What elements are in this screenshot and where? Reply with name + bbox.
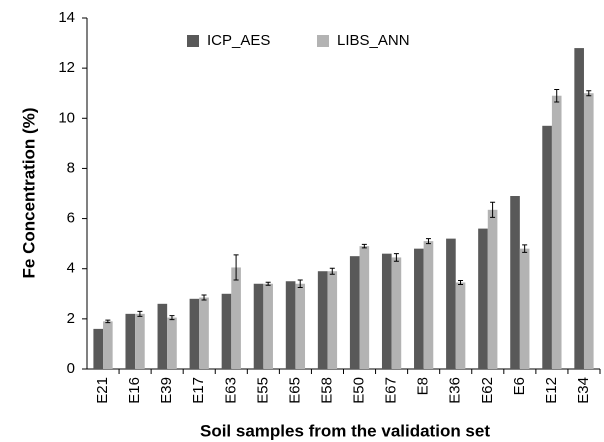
x-tick-label: E58 bbox=[318, 377, 335, 404]
x-tick-label: E21 bbox=[94, 377, 111, 404]
x-tick-label: E17 bbox=[190, 377, 207, 404]
legend-label: LIBS_ANN bbox=[337, 32, 410, 49]
error-bar bbox=[233, 254, 239, 281]
error-bar bbox=[137, 310, 143, 317]
y-tick-label: 10 bbox=[58, 109, 75, 126]
y-tick-label: 12 bbox=[58, 59, 75, 76]
bar bbox=[455, 282, 466, 369]
x-tick-label: E6 bbox=[511, 377, 528, 395]
y-tick-label: 14 bbox=[58, 9, 75, 26]
x-tick-label: E34 bbox=[575, 377, 592, 404]
bar bbox=[391, 257, 402, 369]
error-bar bbox=[169, 315, 175, 321]
bar bbox=[423, 241, 434, 369]
error-bar bbox=[361, 243, 367, 249]
error-bar bbox=[265, 281, 271, 286]
bar bbox=[103, 321, 113, 369]
y-tick-label: 4 bbox=[67, 260, 75, 277]
x-tick-label: E16 bbox=[126, 377, 143, 404]
x-tick-label: E39 bbox=[158, 377, 175, 404]
error-bar bbox=[329, 267, 335, 275]
y-axis-title: Fe Concentration (%) bbox=[19, 108, 38, 279]
error-bar bbox=[201, 294, 207, 301]
bar bbox=[519, 248, 530, 369]
bar bbox=[446, 238, 456, 369]
x-tick-label: E65 bbox=[286, 377, 303, 404]
x-tick-label: E62 bbox=[479, 377, 496, 404]
bar bbox=[253, 283, 264, 369]
bar bbox=[327, 271, 338, 369]
bar bbox=[263, 283, 273, 369]
bar bbox=[359, 246, 370, 369]
error-bar bbox=[425, 238, 431, 245]
bar bbox=[199, 297, 209, 369]
bar bbox=[93, 328, 104, 369]
bar bbox=[349, 256, 360, 369]
y-tick-label: 6 bbox=[67, 210, 75, 227]
bar bbox=[381, 253, 392, 369]
legend-swatch bbox=[187, 35, 199, 47]
error-bar bbox=[105, 319, 111, 324]
bar bbox=[542, 125, 552, 369]
bar bbox=[510, 196, 520, 369]
x-tick-label: E8 bbox=[415, 377, 432, 395]
error-bar bbox=[554, 88, 560, 103]
legend-swatch bbox=[317, 35, 329, 47]
error-bar bbox=[490, 201, 496, 218]
bar bbox=[295, 283, 306, 369]
x-tick-label: E67 bbox=[383, 377, 400, 404]
y-tick-label: 0 bbox=[67, 360, 75, 377]
error-bar bbox=[458, 279, 464, 286]
error-bar bbox=[586, 90, 592, 97]
y-tick-label: 8 bbox=[67, 159, 75, 176]
x-tick-label: E55 bbox=[254, 377, 271, 404]
x-axis-title: Soil samples from the validation set bbox=[200, 421, 490, 440]
y-tick-label: 2 bbox=[67, 310, 75, 327]
x-tick-label: E50 bbox=[351, 377, 368, 404]
bar bbox=[583, 93, 594, 369]
x-tick-label: E63 bbox=[222, 377, 239, 404]
bar bbox=[157, 303, 168, 369]
legend-label: ICP_AES bbox=[207, 32, 270, 49]
bar bbox=[231, 267, 241, 369]
bar bbox=[285, 281, 296, 369]
x-tick-label: E36 bbox=[447, 377, 464, 404]
bar bbox=[167, 317, 177, 369]
bar bbox=[125, 313, 136, 369]
error-bar bbox=[522, 244, 528, 253]
bar bbox=[414, 248, 424, 369]
bar bbox=[551, 95, 562, 369]
bar bbox=[478, 228, 488, 369]
bar bbox=[574, 48, 584, 369]
bar bbox=[487, 209, 498, 369]
bar bbox=[317, 271, 328, 369]
bar bbox=[135, 313, 145, 369]
x-tick-label: E12 bbox=[543, 377, 560, 404]
bar bbox=[221, 293, 232, 369]
error-bar bbox=[297, 279, 303, 289]
bar bbox=[189, 298, 200, 369]
error-bar bbox=[393, 253, 399, 262]
